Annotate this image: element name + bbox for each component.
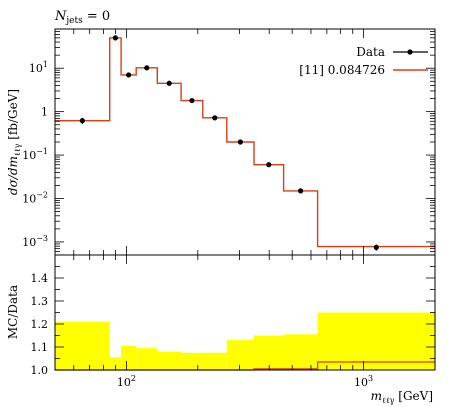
legend-data-label: Data (356, 45, 385, 59)
uncertainty-band-bin (109, 357, 122, 370)
y-axis-label: dσ/dmℓℓγ [fb/GeV] (6, 89, 22, 195)
y-tick-label: 10−1 (22, 147, 48, 162)
legend-data-marker (407, 49, 413, 55)
x-tick-exp: 3 (368, 374, 373, 383)
data-point (212, 115, 218, 121)
x-tick-label: 103 (354, 374, 373, 389)
uncertainty-band-bin (121, 345, 137, 370)
uncertainty-band-bin (283, 334, 318, 370)
main-plot-marks (55, 35, 435, 251)
uncertainty-band-bin (181, 352, 203, 370)
y-axis-label-unit: [fb/GeV] (6, 89, 20, 144)
njets-sub: jets (65, 16, 83, 26)
data-point (373, 244, 379, 250)
x-tick-label: 102 (117, 374, 136, 389)
y-tick-exp: −3 (36, 234, 48, 243)
data-point (298, 188, 304, 194)
ratio-panel: 1.0 1.1 1.2 1.3 1.4 (31, 254, 436, 377)
data-point (237, 139, 243, 145)
ratio-tick-label: 1.0 (31, 364, 49, 377)
legend-mc-label: [11] 0.084726 (299, 63, 385, 77)
y-tick-base: 10 (29, 62, 43, 75)
data-point (79, 118, 85, 124)
x-tick-base: 10 (117, 376, 131, 389)
x-tick-base: 10 (354, 376, 368, 389)
y-tick-base: 10 (22, 236, 36, 249)
y-tick-base: 10 (22, 149, 36, 162)
uncertainty-band-bin (157, 351, 182, 370)
y-tick-label: 101 (29, 60, 48, 75)
ratio-tick-label: 1.4 (31, 272, 49, 285)
ratio-tick-label: 1.1 (31, 341, 49, 354)
data-point (144, 65, 150, 71)
y-axis-label-sub: ℓℓγ (13, 143, 22, 156)
x-axis-label-unit: [GeV] (394, 389, 433, 403)
uncertainty-band-bin (202, 352, 227, 370)
y-tick-label: 1 (41, 106, 48, 119)
data-point (266, 162, 272, 168)
ratio-axis-ticks: 1.0 1.1 1.2 1.3 1.4 (31, 254, 436, 377)
y-tick-base: 10 (22, 193, 36, 206)
njets-symbol: N (54, 9, 67, 24)
njets-eq: = 0 (83, 9, 110, 24)
data-point (189, 97, 195, 104)
x-axis-label-main: m (371, 389, 382, 403)
y-tick-exp: 1 (43, 60, 48, 69)
uncertainty-band-bin (226, 340, 254, 370)
x-tick-labels: 102 103 (117, 374, 373, 389)
y-tick-label: 10−2 (22, 191, 48, 206)
ratio-plot-marks (55, 312, 435, 371)
y-tick-exp: −1 (36, 147, 48, 156)
y-tick-base: 1 (41, 106, 48, 119)
y-axis-label-main: dσ/dm (6, 156, 20, 195)
data-point (166, 80, 172, 86)
ratio-axis-label: MC/Data (6, 285, 20, 339)
uncertainty-band-bin (136, 348, 158, 370)
data-point (112, 35, 118, 41)
y-tick-label: 10−3 (22, 234, 48, 249)
uncertainty-band-bin (317, 312, 435, 370)
ratio-tick-label: 1.2 (31, 318, 49, 331)
ratio-tick-label: 1.3 (31, 295, 49, 308)
njets-label: Njets = 0 (54, 9, 110, 26)
x-axis-label-sub: ℓℓγ (382, 396, 395, 405)
uncertainty-band-bin (55, 321, 110, 370)
uncertainty-band-bin (253, 335, 284, 370)
legend: Data [11] 0.084726 (299, 45, 428, 77)
y-tick-exp: −2 (36, 191, 48, 200)
x-tick-exp: 2 (131, 374, 136, 383)
data-point (126, 72, 132, 78)
x-axis-label: mℓℓγ [GeV] (371, 389, 433, 405)
